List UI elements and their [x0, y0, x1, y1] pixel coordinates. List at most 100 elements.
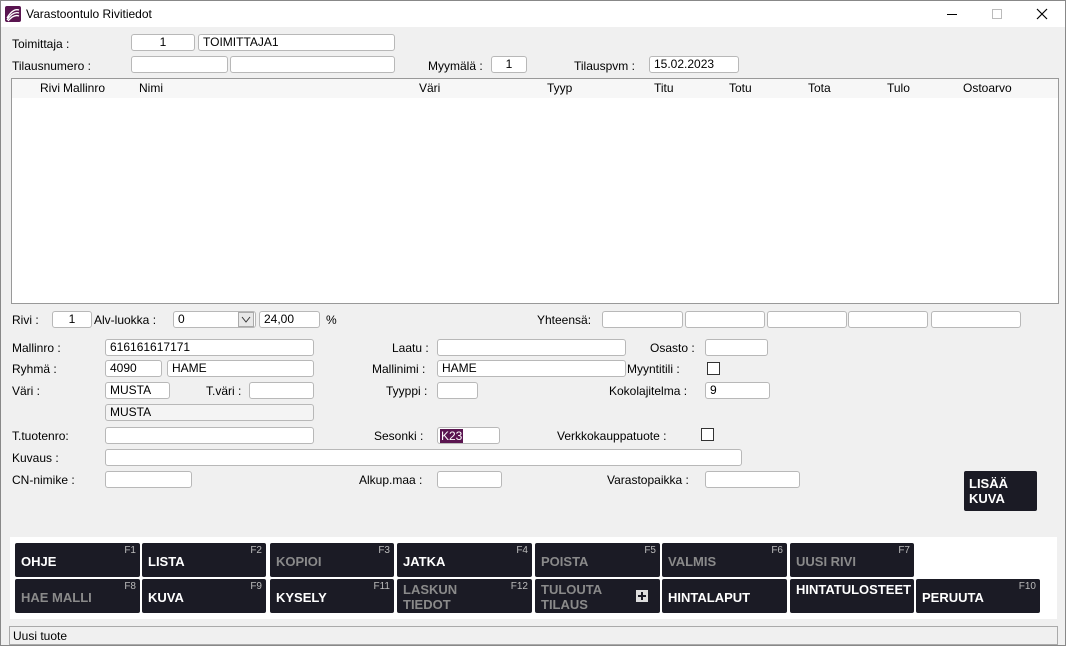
column-header[interactable]: Mallinro: [63, 81, 106, 95]
input[interactable]: TOIMITTAJA1: [198, 34, 395, 51]
function-button[interactable]: HINTATULOSTEET: [790, 579, 914, 613]
table[interactable]: Rivi Mallinro Nimi Väri Tyyp Titu Totu Tota Tulo…: [11, 78, 1059, 304]
label: Tilauspvm :: [574, 59, 635, 73]
button-label: VALMIS: [668, 554, 717, 569]
label: Myymälä :: [428, 59, 483, 73]
checkbox[interactable]: [701, 428, 714, 441]
input[interactable]: [437, 471, 502, 488]
input[interactable]: HAME: [437, 360, 626, 377]
input[interactable]: 616161617171: [105, 339, 314, 356]
button-label: LISÄÄ KUVA: [969, 476, 1008, 506]
function-button[interactable]: KYSELY F11: [270, 579, 394, 613]
input[interactable]: [105, 427, 314, 444]
input[interactable]: K23: [437, 427, 500, 444]
column-header[interactable]: Tyyp: [547, 81, 573, 95]
input[interactable]: 1: [52, 311, 92, 328]
shortcut-key: F4: [516, 545, 528, 556]
label: Alv-luokka :: [94, 313, 157, 327]
function-button[interactable]: OHJE F1: [15, 543, 140, 577]
checkbox[interactable]: [707, 362, 720, 375]
shortcut-key: F9: [250, 581, 262, 592]
input[interactable]: [705, 471, 800, 488]
function-button[interactable]: KUVA F9: [142, 579, 266, 613]
label: Tilausnumero :: [12, 59, 91, 73]
function-button: UUSI RIVI F7: [790, 543, 914, 577]
input[interactable]: [437, 382, 478, 399]
button-label: LISTA: [148, 554, 185, 569]
label: Väri :: [12, 384, 41, 398]
column-header[interactable]: Titu: [654, 81, 674, 95]
label: Rivi :: [12, 313, 39, 327]
column-header[interactable]: Rivi: [40, 81, 60, 95]
button-label: JATKA: [403, 554, 446, 569]
function-button[interactable]: HINTALAPUT: [662, 579, 787, 613]
input: [767, 311, 847, 328]
shortcut-key: F6: [771, 545, 783, 556]
label: Kokolajitelma :: [609, 384, 688, 398]
function-button[interactable]: LISTA F2: [142, 543, 266, 577]
input[interactable]: [230, 56, 395, 73]
column-header[interactable]: Tota: [808, 81, 831, 95]
input[interactable]: [131, 56, 228, 73]
function-button: HAE MALLI F8: [15, 579, 140, 613]
input[interactable]: [705, 339, 768, 356]
input[interactable]: 9: [705, 382, 770, 399]
input[interactable]: 4090: [105, 360, 162, 377]
column-header[interactable]: Tulo: [887, 81, 910, 95]
shortcut-key: F2: [250, 545, 262, 556]
input[interactable]: MUSTA: [105, 382, 170, 399]
column-header[interactable]: Ostoarvo: [963, 81, 1012, 95]
select[interactable]: 0: [173, 311, 256, 328]
input: [931, 311, 1021, 328]
shortcut-key: F12: [510, 581, 528, 592]
label: Sesonki :: [374, 429, 424, 443]
input[interactable]: [249, 382, 314, 399]
status-bar: Uusi tuote: [9, 626, 1058, 645]
shortcut-key: F7: [898, 545, 910, 556]
label: Tyyppi :: [386, 384, 428, 398]
button-label: POISTA: [541, 554, 589, 569]
input: [602, 311, 683, 328]
label: Varastopaikka :: [607, 473, 689, 487]
column-header[interactable]: Totu: [729, 81, 752, 95]
add-image-button[interactable]: LISÄÄ KUVA: [964, 471, 1037, 511]
input: MUSTA: [105, 404, 314, 421]
button-label: HAE MALLI: [21, 590, 92, 605]
shortcut-key: F3: [378, 545, 390, 556]
shortcut-key: F11: [373, 581, 391, 592]
input[interactable]: [105, 449, 742, 466]
function-button: VALMIS F6: [662, 543, 787, 577]
dropdown-arrow[interactable]: [238, 312, 254, 327]
function-button[interactable]: JATKA F4: [397, 543, 532, 577]
shortcut-key: F5: [644, 545, 656, 556]
label: Kuvaus :: [12, 451, 59, 465]
input[interactable]: 24,00: [259, 311, 320, 328]
label: Verkkokauppatuote :: [557, 429, 667, 443]
function-button[interactable]: PERUUTA F10: [916, 579, 1040, 613]
function-button: TULOUTA TILAUS: [535, 579, 660, 613]
button-label: PERUUTA: [922, 590, 984, 605]
plus-icon: [636, 590, 648, 602]
input[interactable]: HAME: [167, 360, 314, 377]
input: [685, 311, 765, 328]
window-title: Varastoontulo Rivitiedot: [26, 7, 152, 21]
input[interactable]: [437, 339, 626, 356]
title-bar: Varastoontulo Rivitiedot: [1, 1, 1065, 27]
label: Laatu :: [392, 341, 429, 355]
input[interactable]: 1: [131, 34, 195, 51]
function-button: POISTA F5: [535, 543, 660, 577]
input[interactable]: 1: [491, 56, 527, 73]
input[interactable]: [105, 471, 192, 488]
label: Ryhmä :: [12, 362, 57, 376]
button-label: KYSELY: [276, 590, 327, 605]
label: CN-nimike :: [12, 473, 75, 487]
button-label: HINTATULOSTEET: [796, 582, 912, 597]
column-header[interactable]: Nimi: [139, 81, 163, 95]
input[interactable]: 15.02.2023: [649, 56, 739, 73]
button-label: OHJE: [21, 554, 57, 569]
status-text: Uusi tuote: [13, 629, 68, 643]
column-header[interactable]: Väri: [419, 81, 441, 95]
window-controls[interactable]: [941, 1, 1061, 27]
label: Alkup.maa :: [359, 473, 423, 487]
